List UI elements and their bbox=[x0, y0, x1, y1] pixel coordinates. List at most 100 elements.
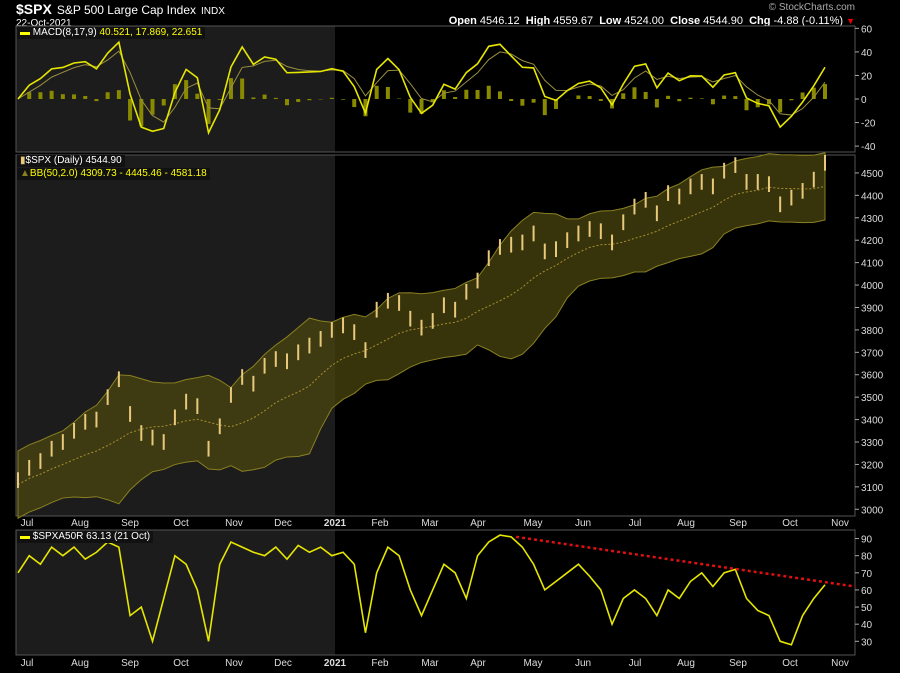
macd-histogram-bar bbox=[486, 85, 491, 100]
macd-histogram-bar bbox=[654, 99, 659, 108]
price-legend: ▮$SPX (Daily) 4544.90 bbox=[17, 155, 125, 167]
symbol: $SPX bbox=[16, 1, 52, 17]
macd-histogram-bar bbox=[453, 97, 458, 100]
macd-histogram-bar bbox=[430, 99, 435, 103]
macd-histogram-bar bbox=[441, 90, 446, 100]
macd-histogram-bar bbox=[285, 99, 289, 106]
bb-legend-values: 4309.73 - 4445.46 - 4581.18 bbox=[80, 168, 207, 179]
macd-histogram-bar bbox=[184, 80, 189, 100]
macd-histogram-bar bbox=[296, 99, 301, 102]
macd-swatch-icon: ▬ bbox=[20, 27, 30, 38]
x-tick-label: Dec bbox=[274, 518, 292, 529]
x-tick-label: Sep bbox=[121, 518, 139, 529]
macd-histogram-bar bbox=[542, 99, 547, 116]
macd-histogram-bar bbox=[116, 90, 121, 100]
macd-histogram-bar bbox=[307, 99, 312, 101]
macd-histogram-bar bbox=[83, 96, 88, 100]
y-tick-label: 50 bbox=[861, 603, 873, 614]
title-row: $SPX S&P 500 Large Cap Index INDX bbox=[16, 1, 225, 17]
macd-histogram-bar bbox=[509, 99, 514, 102]
macd-histogram-bar bbox=[497, 91, 502, 100]
low-label: Low bbox=[599, 15, 622, 27]
macd-histogram-bar bbox=[352, 99, 357, 108]
x-tick-label: Apr bbox=[470, 518, 486, 529]
macd-histogram-bar bbox=[688, 97, 693, 100]
x-tick-label: Oct bbox=[173, 518, 189, 529]
macd-histogram-bar bbox=[329, 97, 334, 100]
x-tick-label: Nov bbox=[225, 518, 243, 529]
y-tick-label: -40 bbox=[861, 142, 876, 153]
macd-histogram-bar bbox=[217, 99, 222, 100]
x-tick-label: Nov bbox=[831, 658, 849, 669]
x-tick-label: Dec bbox=[274, 658, 292, 669]
index-name: S&P 500 Large Cap Index bbox=[56, 3, 197, 17]
y-tick-label: -20 bbox=[861, 119, 876, 130]
y-tick-label: 3900 bbox=[861, 303, 884, 314]
y-tick-label: 4400 bbox=[861, 191, 884, 202]
x-tick-label: Aug bbox=[677, 518, 695, 529]
x-tick-label: Mar bbox=[421, 518, 439, 529]
macd-histogram-bar bbox=[587, 96, 592, 100]
y-tick-label: 3400 bbox=[861, 416, 884, 427]
macd-histogram-bar bbox=[363, 99, 368, 117]
macd-legend-values: 40.521, 17.869, 22.651 bbox=[99, 27, 203, 38]
watermark: © StockCharts.com bbox=[768, 2, 855, 13]
macd-histogram-bar bbox=[677, 99, 682, 102]
x-tick-label: Sep bbox=[729, 518, 747, 529]
breadth-legend-text: $SPXA50R 63.13 (21 Oct) bbox=[32, 531, 151, 542]
low-value: 4524.00 bbox=[624, 15, 665, 27]
macd-histogram-bar bbox=[341, 99, 346, 100]
shaded-2020-region bbox=[16, 530, 335, 655]
y-tick-label: 90 bbox=[861, 535, 873, 546]
breadth-legend: ▬ $SPXA50R 63.13 (21 Oct) bbox=[17, 531, 154, 543]
x-tick-label: Sep bbox=[729, 658, 747, 669]
chart-date: 22-Oct-2021 bbox=[16, 18, 72, 29]
macd-histogram-bar bbox=[105, 92, 110, 100]
y-tick-label: 3800 bbox=[861, 326, 884, 337]
x-tick-label: Feb bbox=[371, 518, 389, 529]
y-tick-label: 20 bbox=[861, 71, 873, 82]
macd-histogram-bar bbox=[789, 99, 794, 101]
macd-histogram-bar bbox=[38, 92, 43, 100]
macd-histogram-bar bbox=[811, 87, 816, 100]
x-tick-label: Jun bbox=[575, 658, 591, 669]
y-tick-label: 60 bbox=[861, 586, 873, 597]
breadth-swatch-icon: ▬ bbox=[20, 531, 30, 542]
y-tick-label: 70 bbox=[861, 569, 873, 580]
x-tick-label: Jul bbox=[21, 518, 34, 529]
macd-histogram-bar bbox=[632, 87, 637, 100]
macd-histogram-bar bbox=[161, 99, 166, 106]
x-tick-label: May bbox=[524, 518, 543, 529]
macd-histogram-bar bbox=[27, 92, 32, 100]
y-tick-label: 4500 bbox=[861, 169, 884, 180]
y-tick-label: 80 bbox=[861, 552, 873, 563]
macd-histogram-bar bbox=[60, 94, 65, 100]
x-tick-label: Jul bbox=[629, 518, 642, 529]
x-tick-label: Aug bbox=[71, 658, 89, 669]
macd-histogram-bar bbox=[94, 99, 99, 102]
band-icon: ▲ bbox=[20, 168, 30, 179]
breadth-line bbox=[17, 534, 826, 646]
macd-histogram-bar bbox=[49, 90, 54, 100]
x-tick-label: Nov bbox=[225, 658, 243, 669]
macd-histogram-bar bbox=[520, 99, 525, 106]
y-tick-label: 40 bbox=[861, 620, 873, 631]
macd-legend: ▬ MACD(8,17,9) 40.521, 17.869, 22.651 bbox=[17, 27, 206, 39]
high-label: High bbox=[525, 15, 551, 27]
macd-histogram-bar bbox=[643, 91, 648, 100]
macd-histogram-bar bbox=[823, 84, 827, 100]
down-arrow-icon: ▼ bbox=[846, 16, 855, 26]
x-tick-label: Jun bbox=[575, 518, 591, 529]
macd-histogram-bar bbox=[374, 85, 379, 100]
macd-histogram-bar bbox=[666, 95, 671, 100]
bb-legend-name: BB(50,2.0) bbox=[29, 168, 78, 179]
macd-histogram-bar bbox=[262, 94, 267, 100]
y-tick-label: 3100 bbox=[861, 483, 884, 494]
close-label: Close bbox=[670, 15, 701, 27]
x-tick-label: Aug bbox=[71, 518, 89, 529]
macd-histogram-bar bbox=[464, 89, 469, 100]
macd-histogram-bar bbox=[621, 93, 626, 100]
open-label: Open bbox=[448, 15, 477, 27]
macd-histogram-bar bbox=[710, 99, 715, 105]
